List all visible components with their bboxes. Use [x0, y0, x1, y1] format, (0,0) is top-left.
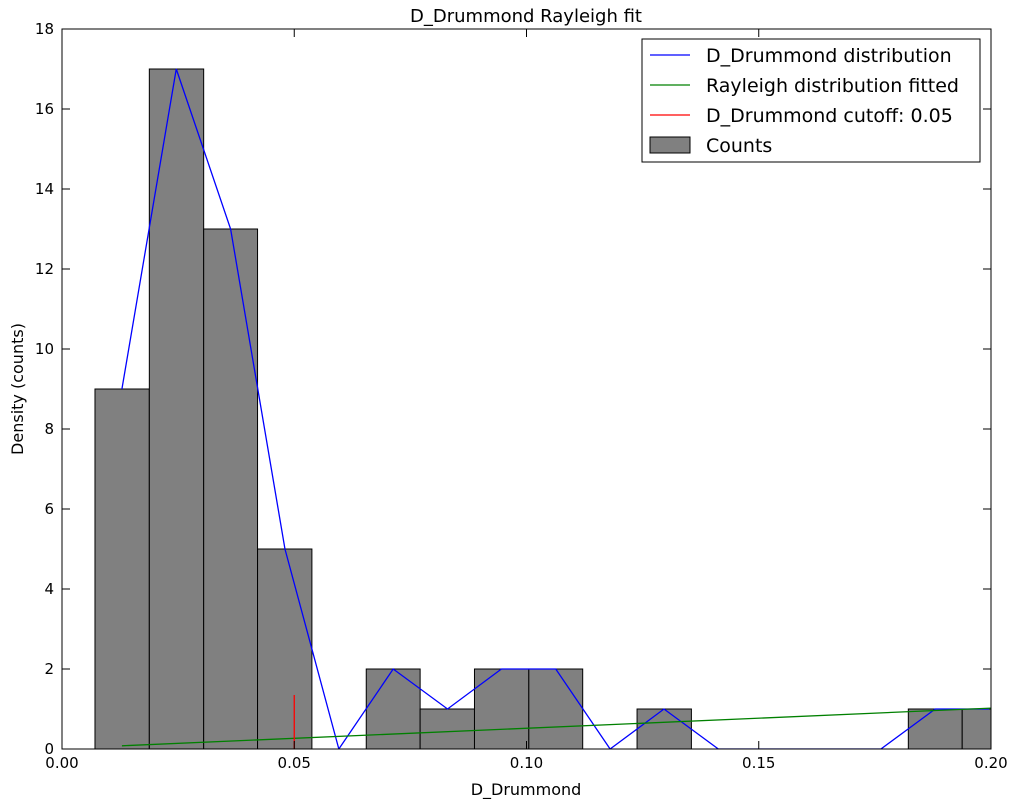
- histogram-bar-0: [94, 388, 150, 749]
- histogram-bar-3: [257, 548, 313, 749]
- chart-title: D_Drummond Rayleigh fit: [410, 6, 642, 27]
- y-tick-label: 0: [44, 740, 54, 758]
- y-tick-label: 14: [35, 180, 54, 198]
- y-tick-label: 18: [35, 20, 54, 38]
- y-tick-label: 16: [35, 100, 54, 118]
- histogram-bar-7: [528, 668, 584, 749]
- y-axis-label: Density (counts): [8, 323, 27, 455]
- y-tick-label: 10: [35, 340, 54, 358]
- legend-box: [641, 38, 981, 163]
- x-tick-label: 0.15: [742, 754, 775, 772]
- histogram-bar-9: [907, 708, 963, 749]
- legend-entry-label: D_Drummond cutoff: 0.05: [706, 105, 953, 127]
- legend-swatch-counts: [649, 136, 691, 154]
- histogram-bar-5: [419, 708, 475, 749]
- y-tick-label: 4: [44, 580, 54, 598]
- histogram-bar-2: [203, 228, 259, 749]
- legend-entry-label: Rayleigh distribution fitted: [706, 75, 959, 97]
- y-tick-label: 8: [44, 420, 54, 438]
- x-tick-label: 0.05: [278, 754, 311, 772]
- x-tick-label: 0.10: [510, 754, 543, 772]
- distribution-line: [121, 68, 990, 749]
- chart-lines: [121, 68, 991, 749]
- histogram-bars: [94, 68, 991, 749]
- legend-entry-label: D_Drummond distribution: [706, 45, 952, 67]
- y-tick-label: 2: [44, 660, 54, 678]
- x-tick-label: 0.20: [974, 754, 1007, 772]
- axis-ticks: 0.00 0.05 0.10 0.15 0.20 0 2 4 6 8 10 12 14 16 18: [35, 20, 1008, 772]
- x-axis-label: D_Drummond: [471, 780, 582, 800]
- histogram-bar-1: [148, 68, 205, 749]
- histogram-bar-4: [365, 668, 421, 749]
- y-tick-label: 12: [35, 260, 54, 278]
- legend-entry-label: Counts: [706, 135, 772, 157]
- rayleigh-fit-line: [121, 707, 991, 747]
- y-tick-label: 6: [44, 500, 54, 518]
- histogram-bar-6: [473, 668, 530, 749]
- x-tick-label: 0.00: [45, 754, 78, 772]
- legend: D_Drummond distribution Rayleigh distribu…: [641, 38, 981, 163]
- histogram-bar-10: [961, 708, 991, 749]
- histogram-bar-8: [636, 708, 692, 749]
